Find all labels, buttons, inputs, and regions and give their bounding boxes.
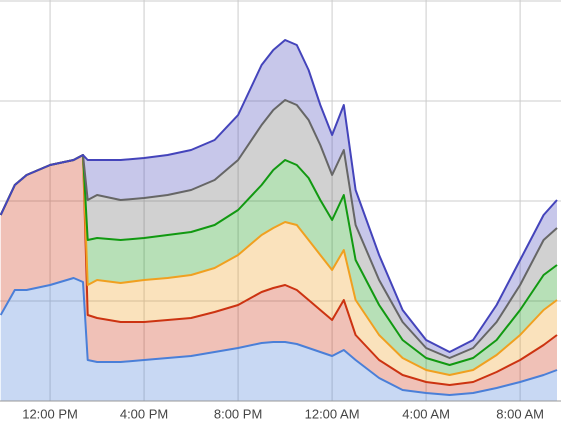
area (0, 278, 557, 401)
x-tick-label: 12:00 AM (305, 406, 360, 421)
line (0, 277, 558, 396)
line (0, 99, 558, 359)
area (0, 155, 557, 385)
line (0, 39, 558, 353)
x-tick-label: 12:00 PM (22, 406, 78, 421)
area (0, 40, 557, 358)
area (0, 100, 557, 365)
x-tick-label: 8:00 AM (496, 406, 544, 421)
x-tick-label: 4:00 PM (120, 406, 168, 421)
area (0, 155, 557, 375)
x-tick-label: 4:00 AM (402, 406, 450, 421)
x-tick-label: 8:00 PM (214, 406, 262, 421)
area (0, 155, 557, 395)
